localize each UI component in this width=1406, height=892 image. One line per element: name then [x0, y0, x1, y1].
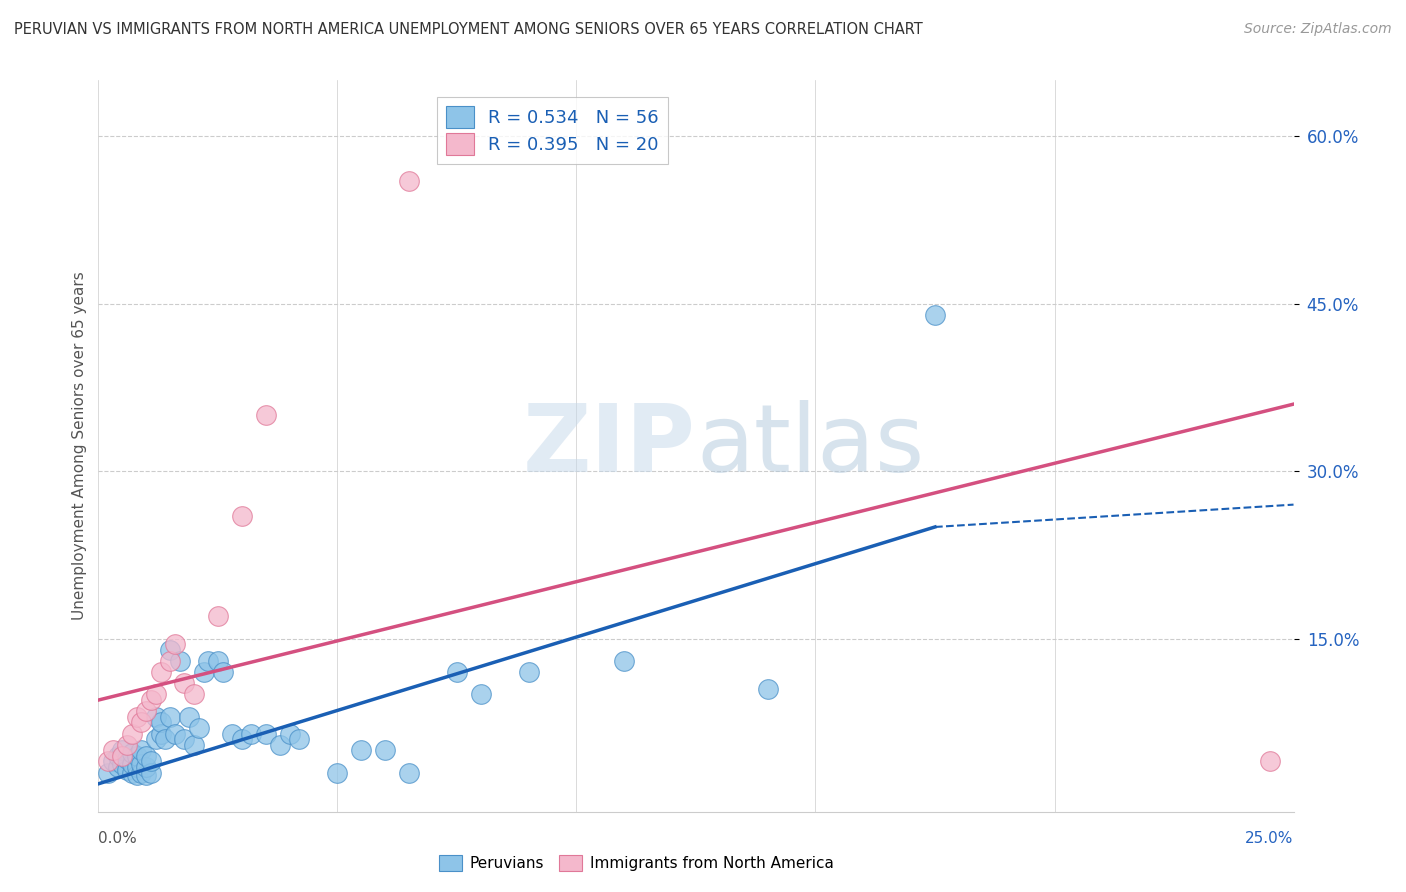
Legend: R = 0.534   N = 56, R = 0.395   N = 20: R = 0.534 N = 56, R = 0.395 N = 20	[437, 96, 668, 164]
Point	[179, 710, 201, 724]
Point	[183, 738, 205, 752]
Text: 25.0%: 25.0%	[1246, 831, 1294, 846]
Point	[135, 748, 157, 763]
Point	[207, 609, 229, 624]
Point	[131, 756, 153, 771]
Point	[145, 688, 167, 702]
Point	[163, 726, 186, 740]
Point	[163, 637, 186, 651]
Point	[221, 726, 243, 740]
Point	[183, 688, 205, 702]
Point	[254, 726, 277, 740]
Point	[350, 743, 373, 757]
Point	[288, 732, 311, 747]
Point	[470, 688, 492, 702]
Point	[145, 710, 167, 724]
Point	[240, 726, 263, 740]
Text: Source: ZipAtlas.com: Source: ZipAtlas.com	[1244, 22, 1392, 37]
Point	[398, 765, 420, 780]
Point	[159, 710, 181, 724]
Point	[111, 748, 134, 763]
Point	[131, 715, 153, 730]
Point	[125, 768, 148, 782]
Point	[121, 756, 143, 771]
Point	[135, 704, 157, 718]
Point	[446, 665, 468, 680]
Point	[173, 732, 195, 747]
Point	[101, 743, 124, 757]
Point	[107, 748, 129, 763]
Point	[231, 732, 253, 747]
Point	[169, 654, 191, 668]
Point	[159, 654, 181, 668]
Point	[125, 760, 148, 774]
Point	[101, 755, 124, 769]
Point	[131, 743, 153, 757]
Point	[278, 726, 301, 740]
Point	[115, 764, 138, 778]
Point	[107, 760, 129, 774]
Point	[121, 765, 143, 780]
Point	[121, 726, 143, 740]
Point	[193, 665, 215, 680]
Point	[131, 765, 153, 780]
Point	[125, 748, 148, 763]
Point	[517, 665, 540, 680]
Point	[97, 765, 120, 780]
Point	[149, 726, 172, 740]
Point	[269, 738, 291, 752]
Point	[197, 654, 219, 668]
Point	[139, 755, 162, 769]
Point	[207, 654, 229, 668]
Point	[374, 743, 396, 757]
Point	[139, 765, 162, 780]
Point	[111, 756, 134, 771]
Y-axis label: Unemployment Among Seniors over 65 years: Unemployment Among Seniors over 65 years	[72, 272, 87, 620]
Point	[211, 665, 233, 680]
Point	[125, 710, 148, 724]
Point	[326, 765, 349, 780]
Point	[115, 738, 138, 752]
Point	[187, 721, 209, 735]
Text: PERUVIAN VS IMMIGRANTS FROM NORTH AMERICA UNEMPLOYMENT AMONG SENIORS OVER 65 YEA: PERUVIAN VS IMMIGRANTS FROM NORTH AMERIC…	[14, 22, 922, 37]
Point	[924, 308, 946, 322]
Point	[115, 752, 138, 766]
Point	[97, 755, 120, 769]
Point	[135, 760, 157, 774]
Point	[613, 654, 636, 668]
Point	[398, 174, 420, 188]
Point	[254, 409, 277, 423]
Point	[111, 743, 134, 757]
Text: ZIP: ZIP	[523, 400, 696, 492]
Point	[159, 642, 181, 657]
Text: atlas: atlas	[696, 400, 924, 492]
Point	[173, 676, 195, 690]
Point	[145, 732, 167, 747]
Point	[1258, 755, 1281, 769]
Point	[139, 693, 162, 707]
Point	[149, 665, 172, 680]
Point	[155, 732, 177, 747]
Point	[231, 508, 253, 523]
Point	[121, 746, 143, 760]
Point	[149, 715, 172, 730]
Text: 0.0%: 0.0%	[98, 831, 138, 846]
Point	[135, 768, 157, 782]
Point	[756, 681, 779, 696]
